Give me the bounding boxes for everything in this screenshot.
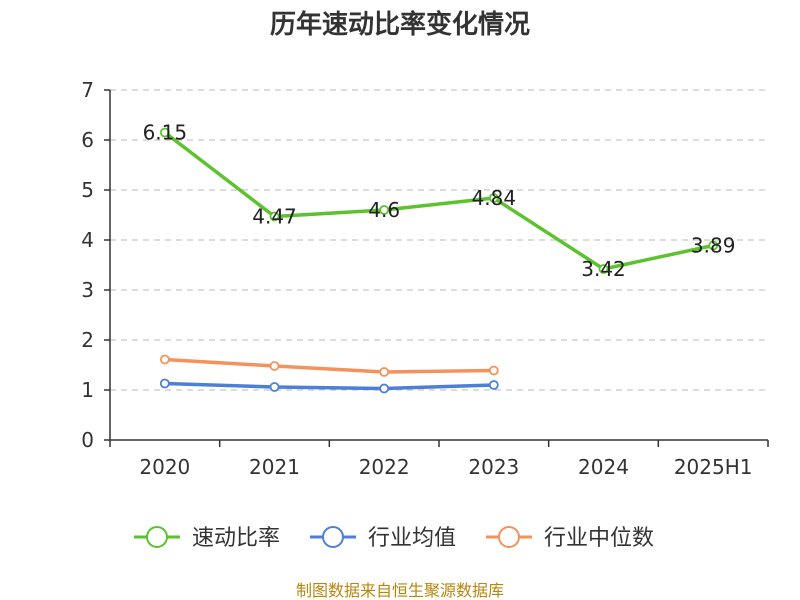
source-note: 制图数据来自恒生聚源数据库 [296,581,504,600]
data-point[interactable] [269,361,280,371]
data-point[interactable] [269,382,280,392]
legend-item-2[interactable]: 行业中位数 [486,526,654,551]
data-point[interactable] [159,378,170,389]
data-point[interactable] [708,240,719,251]
x-tick-label: 2024 [578,455,629,479]
x-tick-label: 2021 [249,455,300,479]
data-point[interactable] [379,205,390,215]
grid [110,89,768,391]
legend[interactable]: 速动比率 行业均值 行业中位数 [134,526,654,551]
legend-item-1[interactable]: 行业均值 [310,526,456,551]
legend-swatch-marker [146,526,168,548]
axes: 0 1 2 3 4 5 6 7 2020 2021 2022 2023 2024 2025H1 [81,78,769,479]
y-tick-label: 7 [81,78,94,102]
legend-label: 速动比率 [192,526,280,551]
chart-title: 历年速动比率变化情况 [270,9,530,40]
data-labels: 6.15 4.47 4.6 4.84 3.42 3.89 [143,121,736,282]
legend-swatch-marker [322,526,344,548]
data-point[interactable] [488,193,499,203]
data-point[interactable] [379,367,390,377]
x-tick-label: 2020 [139,455,190,479]
y-tick-label: 6 [81,128,94,152]
x-tick-label: 2023 [468,455,519,479]
data-point[interactable] [159,127,170,138]
series-line-2 [163,357,496,374]
y-tick-label: 1 [81,378,94,402]
data-point[interactable] [269,211,280,222]
legend-label: 行业均值 [368,526,456,551]
y-tick-label: 2 [81,328,94,352]
data-label: 4.47 [252,205,297,229]
legend-label: 行业中位数 [544,526,654,551]
series-line-1 [163,381,496,391]
y-tick-label: 3 [81,278,94,302]
series-layer [159,127,719,394]
data-point[interactable] [488,365,499,376]
data-point[interactable] [159,354,170,365]
data-label: 3.89 [691,234,736,258]
data-label: 6.15 [143,121,188,145]
x-tick-label: 2025H1 [674,455,753,479]
data-label: 4.6 [368,198,400,222]
legend-swatch-marker [498,526,520,548]
series-line-0 [163,130,715,271]
data-point[interactable] [379,383,390,394]
data-label: 3.42 [581,257,626,281]
data-point[interactable] [488,380,499,390]
legend-item-0[interactable]: 速动比率 [134,526,280,551]
y-tick-label: 0 [81,428,94,452]
data-point[interactable] [598,264,609,274]
y-tick-label: 5 [81,178,94,202]
data-label: 4.84 [472,186,517,210]
x-tick-label: 2022 [359,455,410,479]
y-tick-label: 4 [81,228,94,252]
